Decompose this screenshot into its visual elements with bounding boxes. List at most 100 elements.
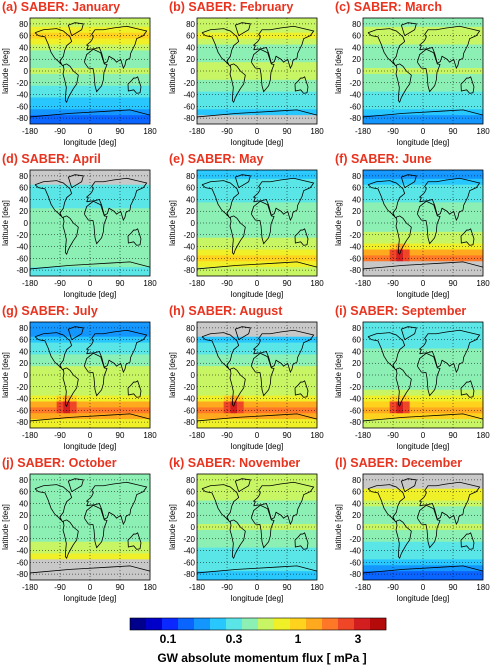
heatmap-cell [76,506,84,513]
heatmap-cell [237,488,245,496]
heatmap-cell [130,267,138,274]
heatmap-cell [290,109,298,116]
x-tick-label: 180 [476,279,490,288]
heatmap-cell [297,62,305,69]
y-tick-label: 20 [352,55,361,64]
heatmap-cell [110,62,118,69]
heatmap-cell [36,85,44,93]
heatmap-cell [83,383,91,391]
heatmap-cell [476,109,484,116]
y-tick-label: -20 [349,383,361,392]
heatmap-cell [96,559,104,566]
x-tick-label: -90 [387,279,399,288]
heatmap-cell [223,249,231,256]
heatmap-cell [436,476,444,484]
heatmap-cell [409,547,417,554]
heatmap-cell [303,324,311,332]
heatmap-cell [130,488,138,496]
heatmap-cell [237,62,245,69]
heatmap-cell [263,571,271,578]
heatmap-cell [297,476,305,484]
heatmap-cell [143,202,151,209]
heatmap-cap [197,425,317,428]
heatmap-cell [310,494,318,501]
heatmap-cell [403,366,411,373]
heatmap-cell [310,476,318,484]
heatmap-cell [456,413,464,420]
heatmap-cell [290,565,298,572]
heatmap-cell [263,172,271,180]
heatmap-cell [223,97,231,104]
heatmap-cell [197,97,205,104]
heatmap-cell [43,559,51,566]
coastline [400,478,417,493]
heatmap-cell [103,68,111,75]
heatmap-cell [50,172,58,180]
figure-panel-grid: (a) SABER: January 80 60 40 20 0 -20 -40 -60 -80-… [1,0,490,603]
heatmap-cell [416,220,424,227]
heatmap-cell [223,494,231,501]
heatmap-cell [270,26,278,34]
heatmap-cell [103,73,111,81]
heatmap-cell [383,330,391,338]
heatmap-cell [396,190,404,197]
colorbar-cell [274,618,291,630]
heatmap-cell [103,109,111,116]
heatmap-cell [197,518,205,525]
heatmap-cell [257,249,265,256]
heatmap-cell [416,73,424,81]
heatmap-cell [277,231,285,239]
heatmap-cell [76,172,84,180]
heatmap-cell [270,44,278,51]
heatmap-cell [130,324,138,332]
heatmap-cell [376,103,384,110]
heatmap-cell [436,559,444,566]
heatmap-cell [469,38,477,45]
heatmap-cell [136,225,144,233]
x-tick-label: -180 [22,583,39,592]
heatmap-cell [197,413,205,420]
heatmap-cell [469,103,477,110]
heatmap-cell [223,202,231,209]
heatmap-cell [369,395,377,402]
heatmap-cell [250,348,258,355]
y-tick-label: 80 [186,20,195,29]
heatmap-cell [217,97,225,104]
heatmap-cell [277,79,285,87]
heatmap-cell [257,109,265,116]
coastline [294,380,309,398]
x-tick-label: 0 [421,583,426,592]
colorbar-cell [146,618,163,630]
heatmap-cell [283,553,291,560]
heatmap-cell [443,476,451,484]
heatmap-cell [429,547,437,554]
heatmap-cell [136,395,144,402]
heatmap-cell [130,172,138,180]
heatmap-cell [443,419,451,426]
heatmap-cell [277,330,285,338]
heatmap-cell [203,56,211,63]
heatmap-cell [389,50,397,57]
heatmap-cell [243,62,251,69]
heatmap-cell [376,62,384,69]
heatmap-cell [310,255,318,262]
heatmap-cell [369,324,377,332]
heatmap-cell [36,190,44,197]
heatmap-cell [310,330,318,338]
heatmap-cell [456,377,464,385]
heatmap-cell [56,50,64,57]
heatmap-cell [369,172,377,180]
heatmap-cell [476,26,484,34]
heatmap-cell [443,261,451,268]
x-axis-label: longitude [deg] [397,138,450,147]
coastline [85,177,148,222]
heatmap-cell [270,559,278,566]
heatmap-cell [130,476,138,484]
heatmap-cell [429,261,437,268]
heatmap-cell [363,354,371,361]
heatmap-cell [277,342,285,349]
heatmap-cell [36,178,44,186]
heatmap-cell [403,547,411,554]
heatmap-cell [303,202,311,209]
heatmap-cell [429,535,437,543]
